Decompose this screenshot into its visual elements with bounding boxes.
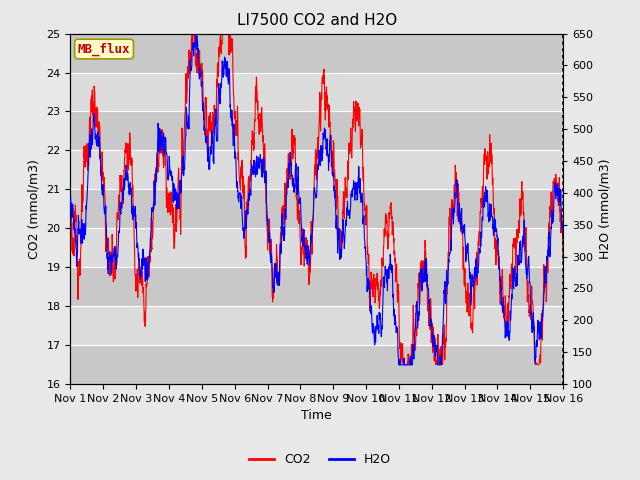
Y-axis label: CO2 (mmol/m3): CO2 (mmol/m3) (28, 159, 41, 259)
Title: LI7500 CO2 and H2O: LI7500 CO2 and H2O (237, 13, 397, 28)
Text: MB_flux: MB_flux (78, 42, 131, 56)
Legend: CO2, H2O: CO2, H2O (244, 448, 396, 471)
Bar (70, 72, 563, 111)
Bar (70, 189, 563, 228)
Bar (70, 111, 563, 150)
Bar (70, 150, 563, 189)
Bar (70, 306, 563, 345)
Bar (70, 228, 563, 267)
Bar (70, 267, 563, 306)
Bar (70, 34, 563, 72)
Y-axis label: H2O (mmol/m3): H2O (mmol/m3) (599, 158, 612, 259)
X-axis label: Time: Time (301, 409, 332, 422)
Bar (70, 345, 563, 384)
